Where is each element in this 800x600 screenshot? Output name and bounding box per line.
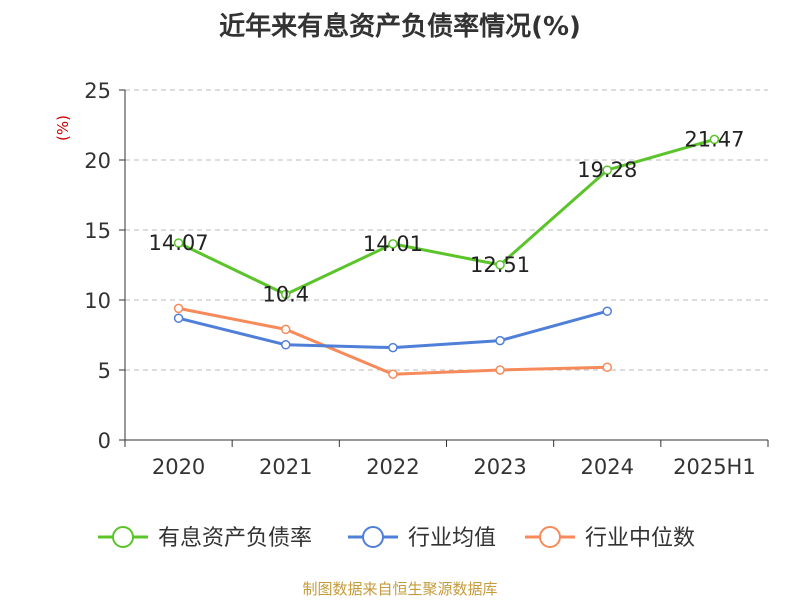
y-tick-label: 15 xyxy=(84,219,111,243)
x-tick-label: 2024 xyxy=(581,455,634,479)
source-footnote: 制图数据来自恒生聚源数据库 xyxy=(302,580,498,598)
data-point[interactable] xyxy=(281,340,291,350)
series-line xyxy=(178,306,608,376)
legend-item-0[interactable]: 有息资产负债率 xyxy=(98,526,312,551)
data-label: 10.4 xyxy=(262,282,309,306)
y-tick-label: 0 xyxy=(98,429,111,453)
data-label: 12.51 xyxy=(470,253,530,277)
axes: 0 5 10 15 20 25 2020 2021 2022 2023 2024 2025H1 xyxy=(84,79,769,479)
y-tick-label: 10 xyxy=(84,289,111,313)
y-tick-label: 20 xyxy=(84,149,111,173)
data-point[interactable] xyxy=(173,303,184,314)
legend-marker xyxy=(362,526,384,548)
legend-label: 行业中位数 xyxy=(585,526,695,551)
data-point[interactable] xyxy=(602,165,612,175)
legend-marker xyxy=(112,526,134,548)
grid-lines xyxy=(125,89,768,371)
x-tick-label: 2025H1 xyxy=(673,455,756,479)
data-label: 19.28 xyxy=(577,158,637,182)
data-point[interactable] xyxy=(388,342,398,353)
y-tick-label: 5 xyxy=(98,359,111,383)
series-1 xyxy=(173,306,612,353)
data-label: 21.47 xyxy=(684,127,744,151)
data-point[interactable] xyxy=(173,238,184,248)
legend-item-1[interactable]: 行业均值 xyxy=(348,526,496,551)
data-label: 14.01 xyxy=(363,232,423,256)
legend-marker xyxy=(539,526,561,548)
series-layer: 14.07 10.4 14.01 12.51 19.28 21.47 xyxy=(149,127,745,379)
series-2 xyxy=(173,303,612,379)
data-point[interactable] xyxy=(495,260,505,270)
y-tick-label: 25 xyxy=(84,79,111,103)
legend-item-2[interactable]: 行业中位数 xyxy=(525,526,695,551)
y-axis-label: (%) xyxy=(54,115,72,141)
legend-label: 行业均值 xyxy=(408,526,496,551)
data-point[interactable] xyxy=(281,324,291,335)
data-label: 14.07 xyxy=(149,231,209,255)
data-point[interactable] xyxy=(602,362,612,372)
data-point[interactable] xyxy=(602,306,612,316)
data-point[interactable] xyxy=(388,369,398,379)
legend-label: 有息资产负债率 xyxy=(158,526,312,551)
data-point[interactable] xyxy=(388,239,398,249)
chart-title: 近年来有息资产负债率情况(%) xyxy=(219,12,581,42)
x-tick-label: 2020 xyxy=(152,455,205,479)
x-tick-label: 2021 xyxy=(259,455,312,479)
x-tick-label: 2023 xyxy=(473,455,526,479)
data-point[interactable] xyxy=(495,335,505,346)
legend[interactable]: 有息资产负债率 行业均值 行业中位数 xyxy=(98,526,695,551)
data-point[interactable] xyxy=(173,313,184,323)
series-line xyxy=(178,309,608,350)
series-line xyxy=(177,137,715,296)
x-tick-label: 2022 xyxy=(366,455,419,479)
data-point[interactable] xyxy=(709,134,720,145)
data-point[interactable] xyxy=(495,365,505,375)
data-point[interactable] xyxy=(281,289,291,300)
series-0: 14.07 10.4 14.01 12.51 19.28 21.47 xyxy=(149,127,745,306)
